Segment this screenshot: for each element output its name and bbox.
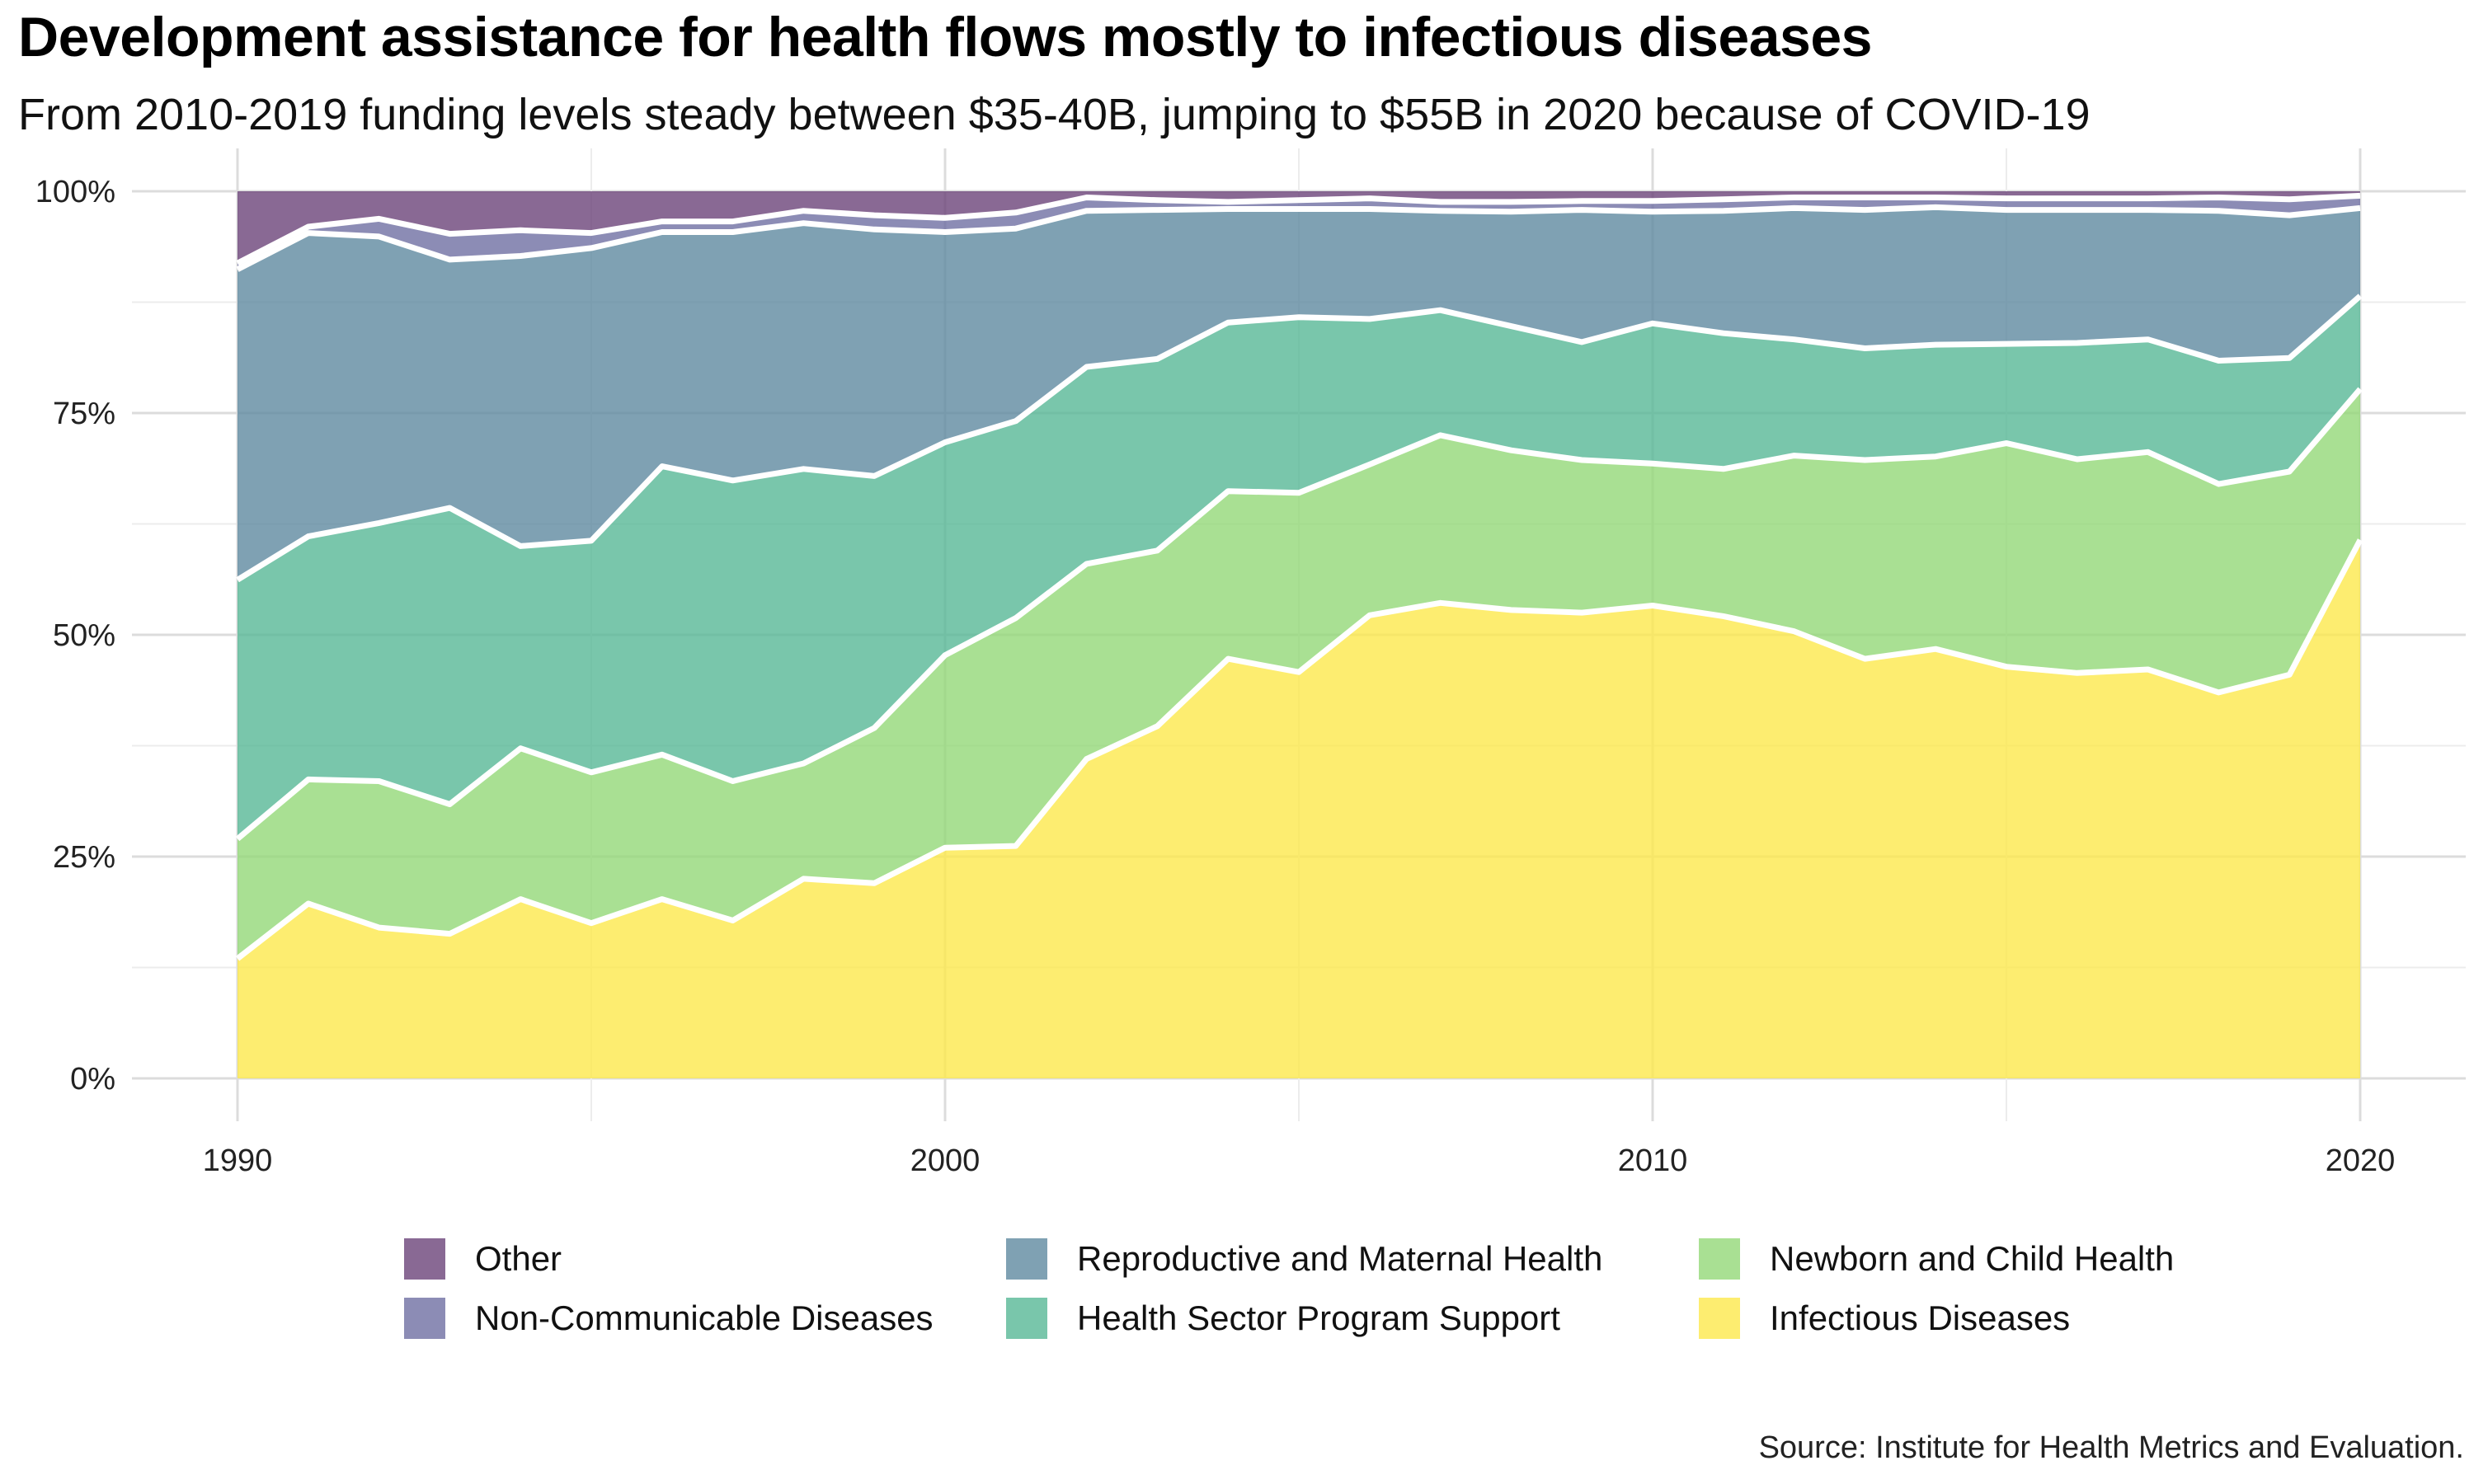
legend-label: Reproductive and Maternal Health bbox=[1077, 1239, 1603, 1278]
y-tick-label: 100% bbox=[35, 175, 115, 209]
x-tick-label: 2010 bbox=[1618, 1144, 1688, 1178]
legend-label: Non-Communicable Diseases bbox=[475, 1298, 934, 1337]
legend-label: Other bbox=[475, 1239, 562, 1278]
axis-labels: 0% 25% 50% 75% 100% 1990 2000 2010 2020 bbox=[35, 175, 2395, 1178]
legend-label: Health Sector Program Support bbox=[1077, 1298, 1560, 1337]
x-tick-label: 1990 bbox=[203, 1144, 273, 1178]
source-note: Source: Institute for Health Metrics and… bbox=[1758, 1430, 2464, 1465]
y-tick-label: 50% bbox=[53, 618, 115, 653]
legend-swatch bbox=[1699, 1238, 1740, 1280]
boundary-health-sector-program-support bbox=[236, 294, 2363, 583]
legend-swatch bbox=[1699, 1298, 1740, 1339]
boundary-infectious-diseases bbox=[235, 538, 2363, 961]
area-newborn-and-child-health bbox=[238, 388, 2360, 959]
legend-label: Infectious Diseases bbox=[1770, 1298, 2071, 1337]
area-non-communicable-diseases bbox=[238, 195, 2360, 270]
chart-subtitle: From 2010-2019 funding levels steady bet… bbox=[18, 90, 2091, 139]
area-boundaries bbox=[235, 192, 2363, 961]
boundary-newborn-and-child-health bbox=[235, 387, 2363, 842]
area-other bbox=[238, 191, 2360, 264]
legend-swatch bbox=[1006, 1298, 1047, 1339]
legend-swatch bbox=[1006, 1238, 1047, 1280]
stacked-areas bbox=[238, 191, 2360, 1078]
chart-title: Development assistance for health flows … bbox=[18, 6, 1872, 68]
legend-item-infectious-diseases: Infectious Diseases bbox=[1699, 1296, 2111, 1341]
area-reproductive-and-maternal-health bbox=[238, 207, 2360, 580]
y-tick-label: 75% bbox=[53, 397, 115, 431]
legend-swatch bbox=[404, 1298, 445, 1339]
area-health-sector-program-support bbox=[238, 296, 2360, 839]
boundary-non-communicable-diseases bbox=[236, 192, 2361, 266]
x-tick-label: 2000 bbox=[910, 1144, 981, 1178]
legend: Other Reproductive and Maternal Health New… bbox=[404, 1237, 2174, 1341]
legend-label: Newborn and Child Health bbox=[1770, 1239, 2175, 1278]
area-infectious-diseases bbox=[238, 539, 2360, 1078]
boundary-reproductive-and-maternal-health bbox=[236, 204, 2361, 272]
y-tick-label: 25% bbox=[53, 840, 115, 875]
legend-swatch bbox=[404, 1238, 445, 1280]
x-tick-label: 2020 bbox=[2326, 1144, 2396, 1178]
legend-item-non-communicable-diseases: Non-Communicable Diseases bbox=[404, 1296, 1006, 1341]
legend-item-reproductive-and-maternal-health: Reproductive and Maternal Health bbox=[1006, 1237, 1699, 1281]
legend-item-newborn-and-child-health: Newborn and Child Health bbox=[1699, 1237, 2174, 1281]
y-tick-label: 0% bbox=[70, 1062, 115, 1097]
legend-item-other: Other bbox=[404, 1237, 1006, 1281]
legend-item-health-sector-program-support: Health Sector Program Support bbox=[1006, 1296, 1699, 1341]
